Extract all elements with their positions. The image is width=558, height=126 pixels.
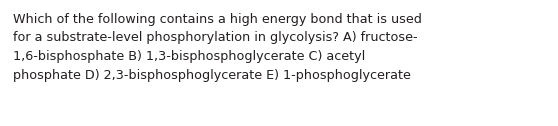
Text: Which of the following contains a high energy bond that is used
for a substrate-: Which of the following contains a high e…: [13, 13, 422, 82]
